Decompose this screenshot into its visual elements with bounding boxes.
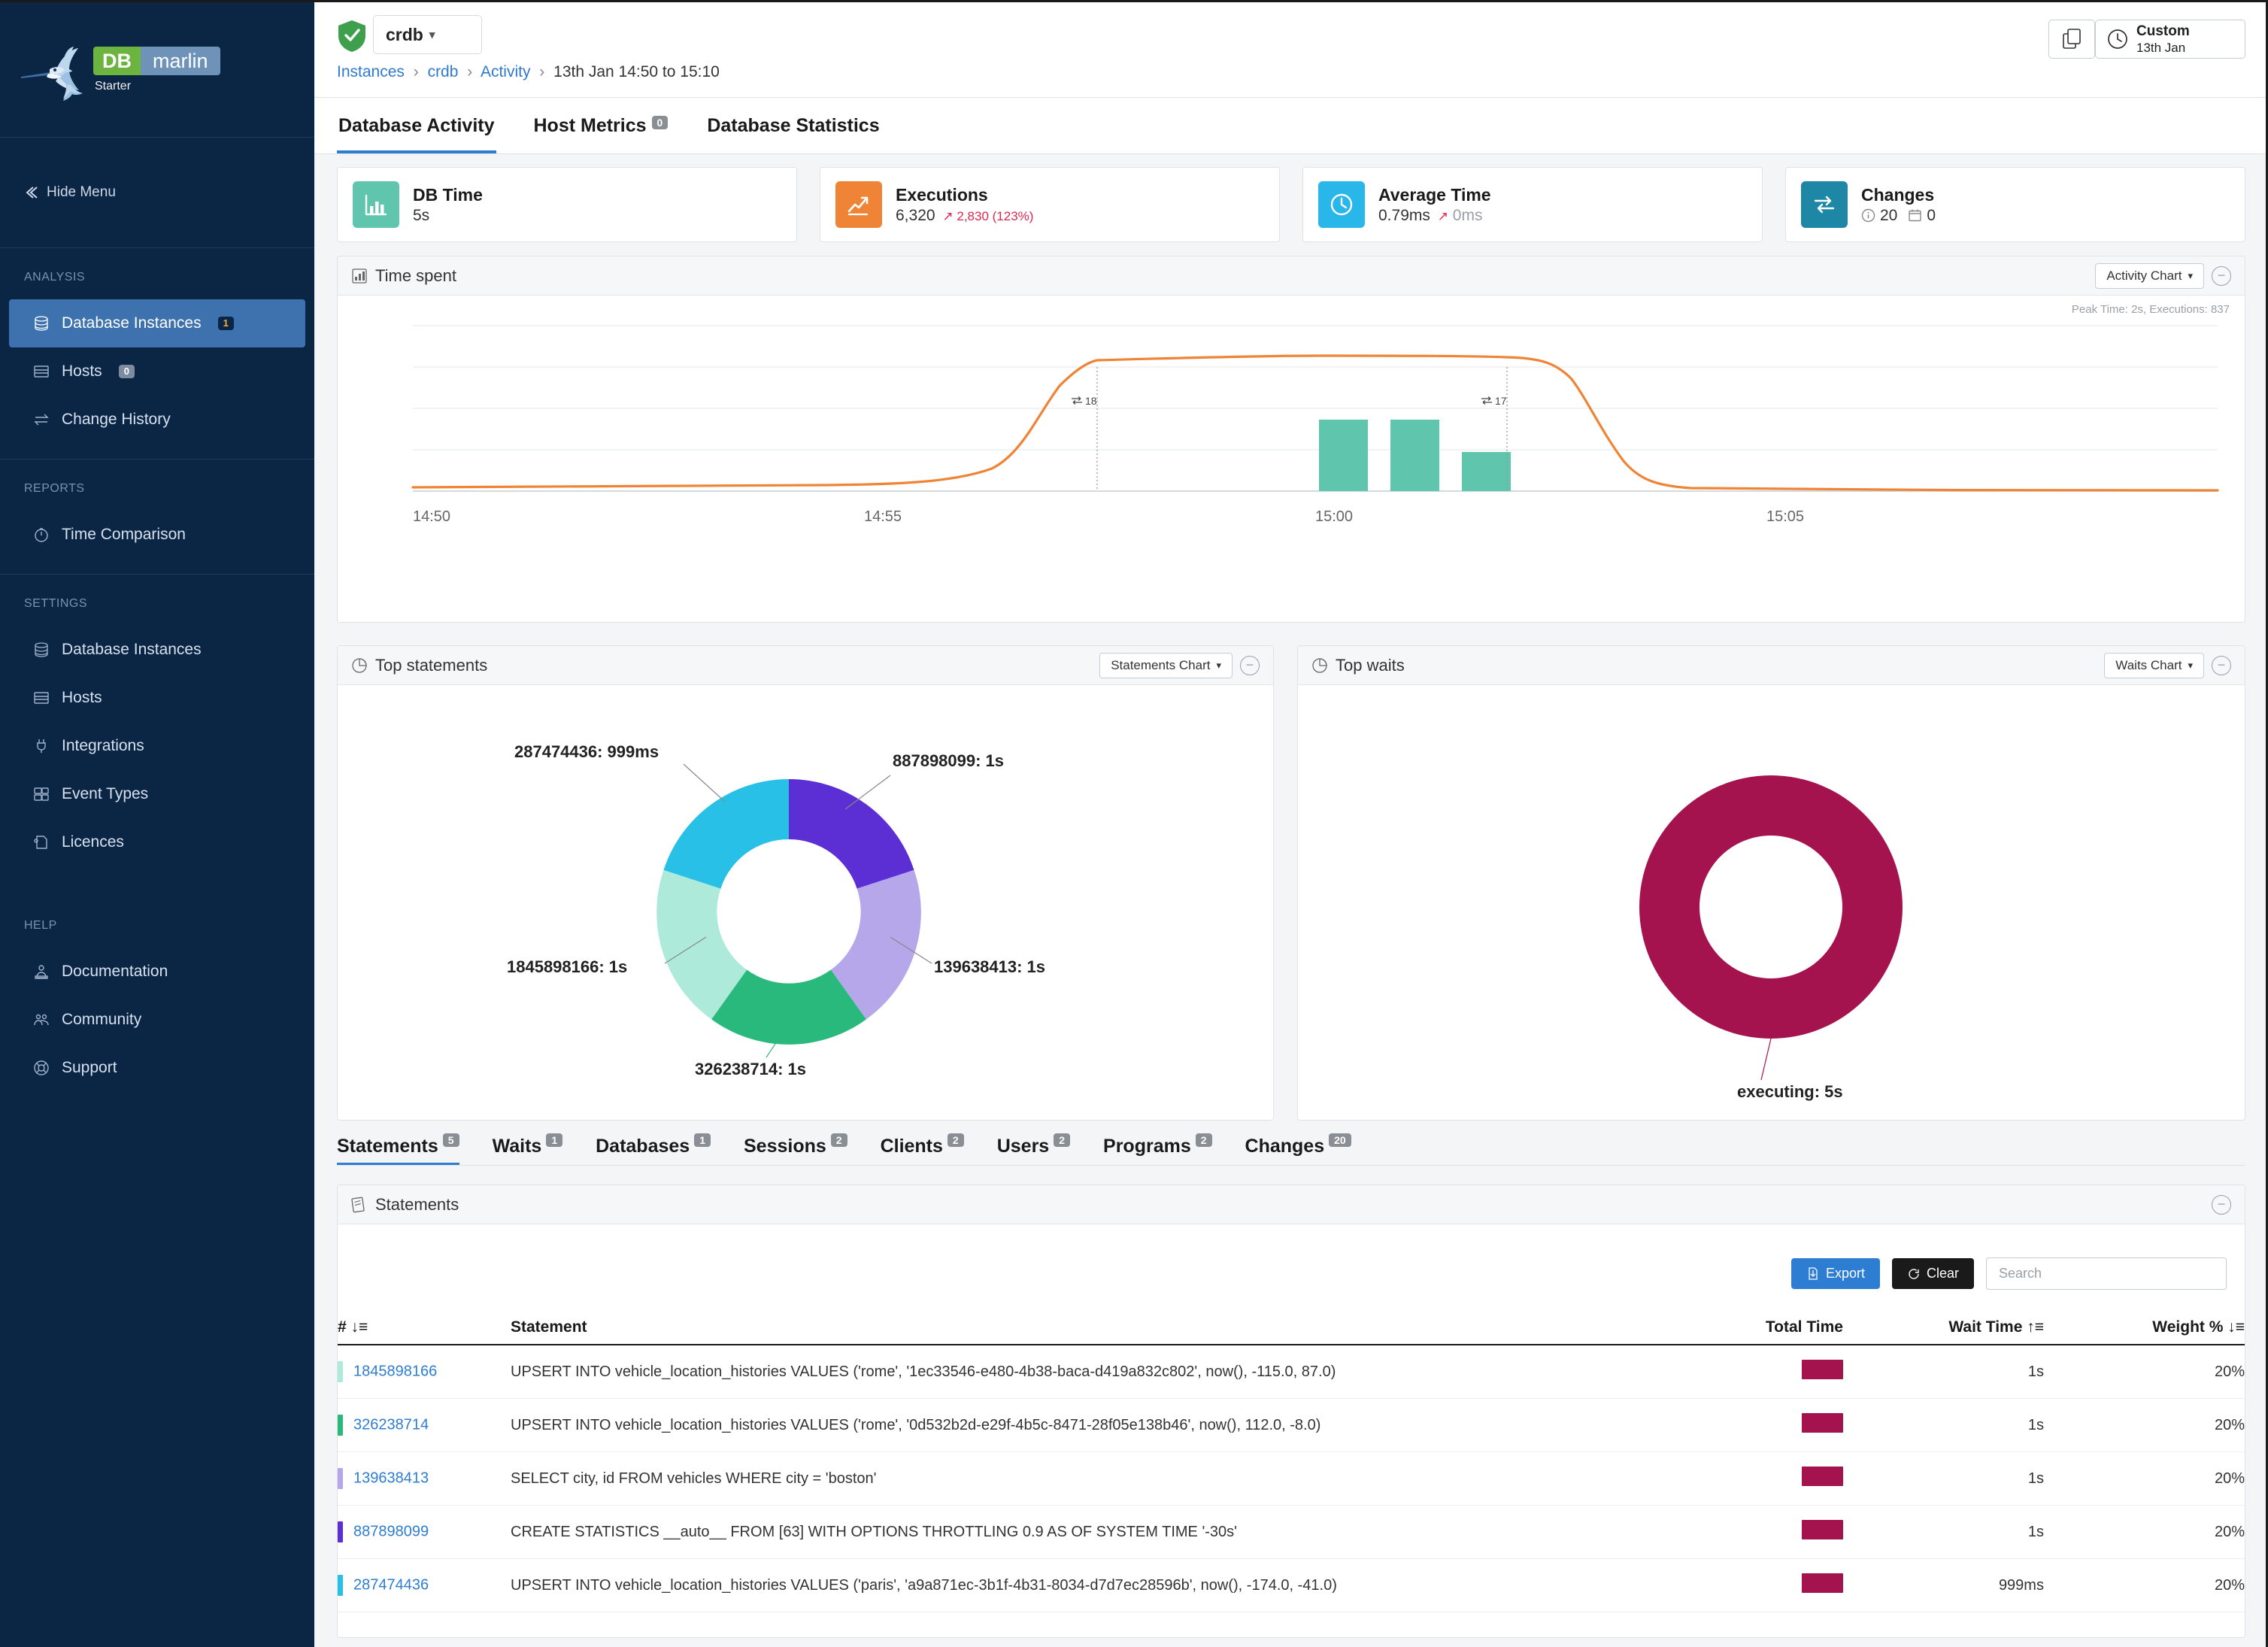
svg-text:326238714: 1s: 326238714: 1s [695, 1060, 806, 1078]
svg-text:139638413: 1s: 139638413: 1s [934, 957, 1045, 976]
svg-text:15:00: 15:00 [1315, 508, 1353, 525]
svg-text:14:50: 14:50 [413, 508, 450, 525]
svg-text:15:05: 15:05 [1766, 508, 1804, 525]
svg-text:1845898166: 1s: 1845898166: 1s [507, 957, 627, 976]
svg-text:887898099: 1s: 887898099: 1s [893, 751, 1004, 770]
svg-text:executing: 5s: executing: 5s [1737, 1082, 1843, 1101]
svg-text:14:55: 14:55 [864, 508, 902, 525]
svg-text:287474436: 999ms: 287474436: 999ms [514, 742, 659, 761]
